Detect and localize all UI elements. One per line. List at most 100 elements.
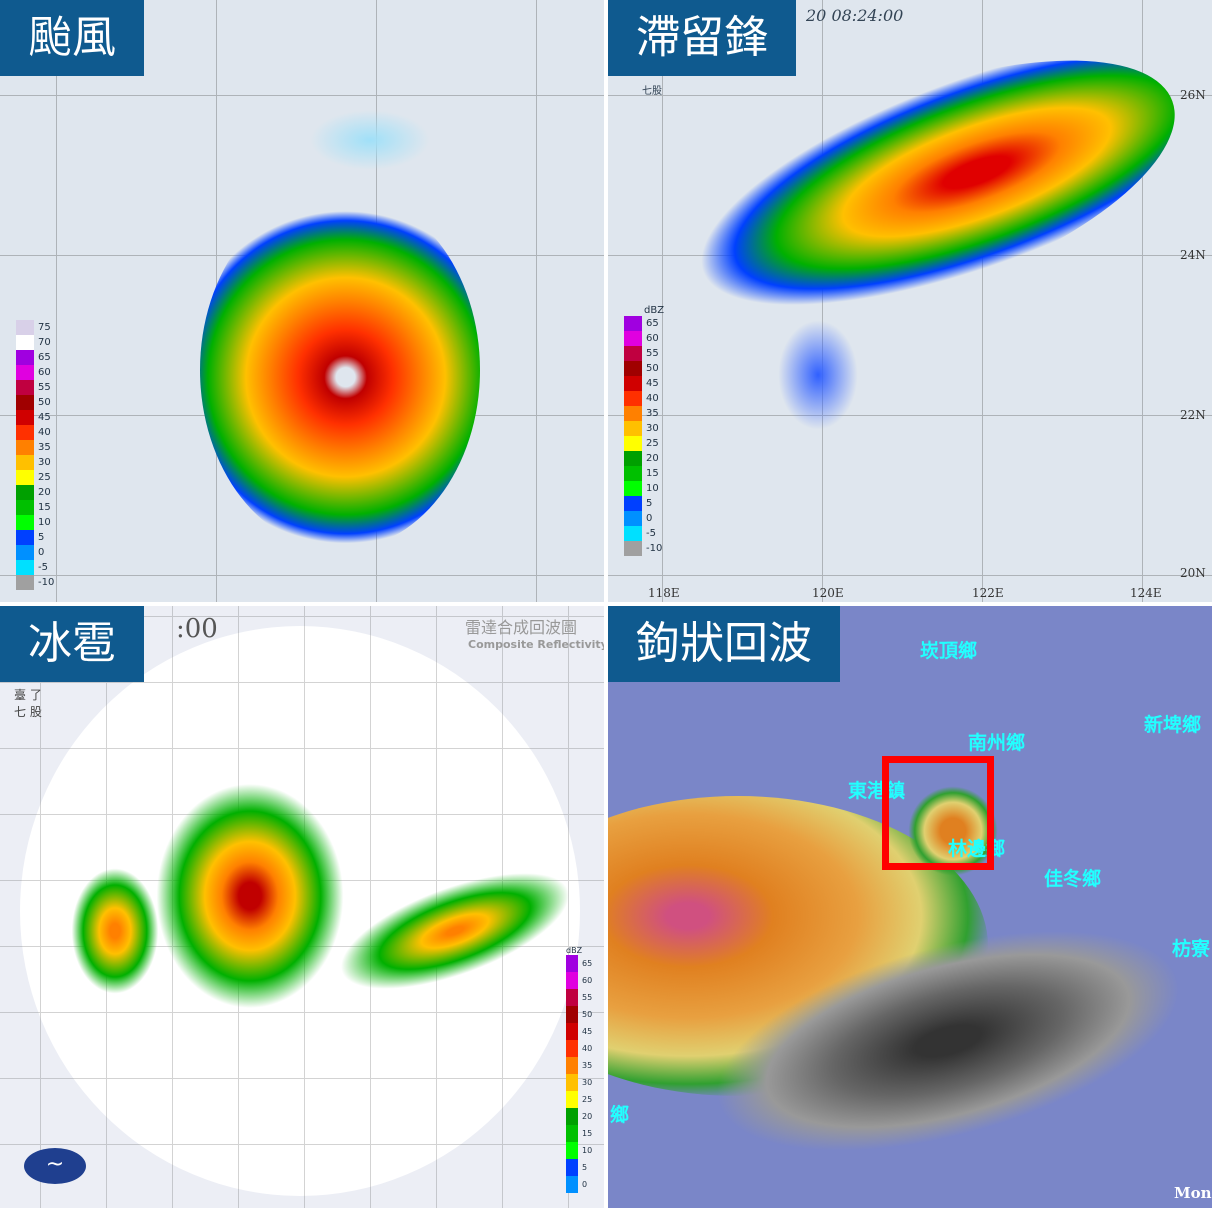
legend-label: -5 [38,562,48,573]
legend-swatch [624,496,642,511]
legend-swatch [566,1040,578,1057]
legend-label: 40 [646,393,659,404]
town-label: 枋寮 [1172,938,1211,960]
legend-entry: 0 [16,545,54,560]
legend-label: 45 [582,1027,593,1036]
legend-entry: 30 [566,1074,592,1091]
legend-entry: 35 [16,440,54,455]
legend-swatch [624,466,642,481]
legend-entry: 55 [624,346,664,361]
legend-swatch [16,545,34,560]
legend-swatch [624,526,642,541]
legend-label: -5 [646,528,656,539]
stationary-front-panel: 20 08:24:00 七股 118E 120E 122E 124E 26N 2… [608,0,1212,602]
panel-title: 鉤狀回波 [608,606,840,682]
hail-panel: :00 雷達合成回波圖 Composite Reflectivity 臺 了 七… [0,606,604,1208]
legend-entry: 45 [624,376,664,391]
legend-swatch [624,391,642,406]
town-label: 東港鎮 [848,780,906,802]
legend-label: -10 [38,577,55,588]
legend-label: 15 [38,502,51,513]
x-tick: 122E [972,586,1004,600]
panel-title: 颱風 [0,0,144,76]
legend-entry: 65 [624,316,664,331]
legend-entry: 40 [566,1040,592,1057]
product-title-en: Composite Reflectivity [468,638,604,651]
legend-entry: 60 [624,331,664,346]
station-label: 七 股 [14,705,42,719]
y-tick: 26N [1180,88,1206,102]
legend-label: 75 [38,322,51,333]
legend-label: 60 [582,976,593,985]
legend-entry: 20 [624,451,664,466]
legend-swatch [16,395,34,410]
legend-entry: 65 [566,955,592,972]
legend-entry: 65 [16,350,54,365]
hook-echo-highlight-box [882,756,994,870]
legend-swatch [624,331,642,346]
legend-swatch [624,511,642,526]
legend-entry: 25 [624,436,664,451]
legend-unit: dBZ [644,305,665,316]
legend-swatch [16,515,34,530]
legend-label: 30 [646,423,659,434]
town-label: 崁頂鄉 [920,640,978,662]
legend-swatch [16,440,34,455]
legend-label: -10 [646,543,663,554]
legend-label: 20 [582,1112,593,1121]
legend-swatch [566,972,578,989]
legend-entry: 40 [624,391,664,406]
town-label: 佳冬鄉 [1044,868,1102,890]
legend-swatch [624,316,642,331]
legend-label: 25 [38,472,51,483]
legend-unit: dBZ [566,946,583,955]
town-label: 鄉 [610,1104,630,1126]
legend-swatch [566,1057,578,1074]
legend-label: 25 [582,1095,593,1104]
legend-swatch [566,1074,578,1091]
legend-entry: 5 [16,530,54,545]
legend-label: 45 [646,378,659,389]
legend-entry: 25 [566,1091,592,1108]
legend-swatch [16,470,34,485]
legend-entry: -10 [624,541,664,556]
legend-entry: 50 [624,361,664,376]
legend-swatch [566,1006,578,1023]
legend-label: 55 [582,993,593,1002]
legend-entry: 35 [624,406,664,421]
legend-label: 40 [38,427,51,438]
legend-swatch [16,335,34,350]
legend-entry: 60 [566,972,592,989]
legend-label: 0 [646,513,653,524]
legend-label: 35 [582,1061,593,1070]
legend-swatch [566,955,578,972]
legend-swatch [16,320,34,335]
legend-swatch [566,1159,578,1176]
legend-swatch [16,575,34,590]
legend-swatch [624,361,642,376]
legend-entry: 15 [566,1125,592,1142]
legend-entry: 15 [16,500,54,515]
legend-entry: -10 [16,575,54,590]
station-label: 臺 了 [14,688,42,702]
legend-entry: 0 [624,511,664,526]
legend-label: 10 [582,1146,593,1155]
legend-swatch [16,365,34,380]
legend-entry: -5 [624,526,664,541]
product-title-zh: 雷達合成回波圖 [465,618,578,637]
y-tick: 24N [1180,248,1206,262]
legend-label: 10 [646,483,659,494]
legend-entry: 60 [16,365,54,380]
legend-swatch [624,421,642,436]
legend-entry: -5 [16,560,54,575]
legend-swatch [16,380,34,395]
dbz-legend: dBZ 65 60 55 50 45 40 35 30 25 20 15 10 5 0 -5 -10 [624,305,664,556]
legend-entry: 30 [624,421,664,436]
legend-label: 15 [646,468,659,479]
legend-entry: 30 [16,455,54,470]
legend-label: 35 [646,408,659,419]
timestamp: 20 08:24:00 [806,6,904,25]
panel-title: 冰雹 [0,606,144,682]
legend-label: 30 [38,457,51,468]
legend-label: 20 [646,453,659,464]
